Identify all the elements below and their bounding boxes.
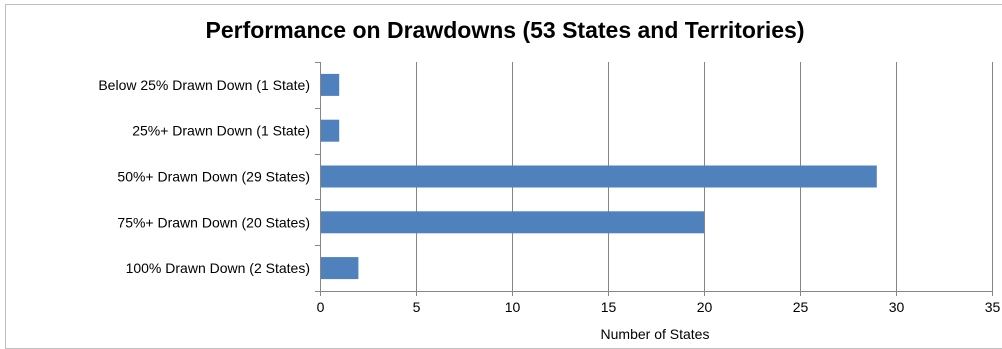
x-tick-label: 20 [697, 299, 713, 315]
bar [321, 119, 340, 142]
x-axis-title: Number of States [601, 326, 710, 342]
y-category-label: 50%+ Drawn Down (29 States) [117, 169, 310, 185]
x-tick-label: 15 [601, 299, 617, 315]
x-tick-label: 30 [889, 299, 905, 315]
y-category-label: Below 25% Drawn Down (1 State) [98, 77, 310, 93]
x-tick-label: 25 [793, 299, 809, 315]
bar [321, 211, 704, 234]
x-tick-label: 35 [985, 299, 1001, 315]
chart-title: Performance on Drawdowns (53 States and … [205, 17, 805, 43]
bar [321, 257, 359, 280]
y-category-label: 75%+ Drawn Down (20 States) [117, 214, 310, 230]
x-tick-label: 0 [317, 299, 325, 315]
x-tick-label: 5 [413, 299, 421, 315]
x-tick-labels: 0 5 10 15 20 25 30 35 [317, 299, 1001, 315]
category-labels: Below 25% Drawn Down (1 State) 25%+ Drawn… [98, 77, 310, 276]
axes [315, 62, 993, 296]
y-category-label: 25%+ Drawn Down (1 State) [132, 123, 310, 139]
bar [321, 73, 340, 96]
bar [321, 165, 877, 188]
bars [321, 73, 877, 280]
x-tick-label: 10 [505, 299, 521, 315]
y-category-label: 100% Drawn Down (2 States) [126, 260, 310, 276]
